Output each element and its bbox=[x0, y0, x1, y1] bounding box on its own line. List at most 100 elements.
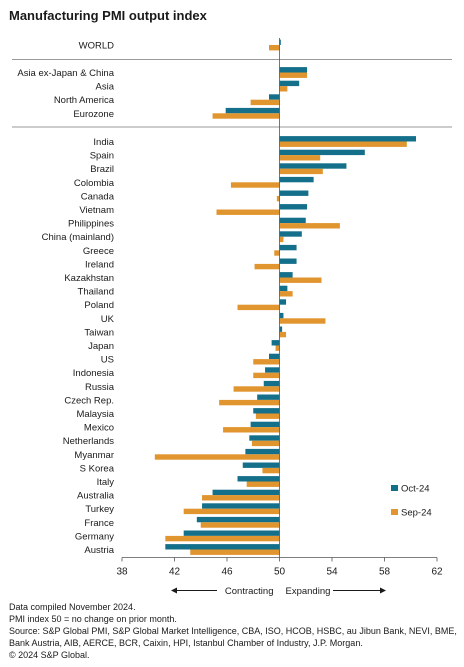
category-label-asia: Asia bbox=[96, 82, 115, 93]
category-label-uk: UK bbox=[101, 314, 115, 325]
x-tick-label-58: 58 bbox=[379, 567, 391, 578]
bar-sep-ireland bbox=[254, 263, 280, 270]
category-label-north-america: North America bbox=[54, 95, 115, 106]
bar-oct-greece bbox=[279, 244, 297, 251]
bar-sep-india bbox=[279, 141, 407, 147]
bar-sep-uk bbox=[279, 318, 326, 324]
bar-sep-russia bbox=[233, 386, 280, 392]
x-tick-label-38: 38 bbox=[116, 567, 128, 578]
category-label-world: WORLD bbox=[79, 41, 115, 52]
bar-sep-china-mainland bbox=[279, 236, 284, 243]
bar-sep-thailand bbox=[279, 291, 293, 297]
category-label-turkey: Turkey bbox=[85, 504, 114, 515]
bar-oct-netherlands bbox=[249, 435, 280, 441]
bar-sep-brazil bbox=[279, 168, 323, 175]
expanding-arrowhead bbox=[380, 587, 386, 594]
x-tick-label-62: 62 bbox=[431, 567, 443, 578]
bar-sep-turkey bbox=[183, 508, 280, 515]
bar-sep-vietnam bbox=[216, 209, 280, 215]
bar-oct-asia-ex-japan-china bbox=[279, 67, 308, 73]
category-label-malaysia: Malaysia bbox=[77, 409, 115, 420]
category-label-india: India bbox=[93, 137, 114, 148]
bar-oct-italy bbox=[237, 476, 280, 482]
bar-oct-myanmar bbox=[245, 448, 280, 455]
bar-oct-brazil bbox=[279, 163, 347, 169]
bar-oct-eurozone bbox=[225, 107, 280, 114]
contracting-arrowhead bbox=[171, 587, 177, 594]
category-label-japan: Japan bbox=[88, 341, 114, 352]
category-label-asia-ex-japan-china: Asia ex-Japan & China bbox=[17, 68, 114, 79]
bar-sep-eurozone bbox=[212, 113, 280, 119]
bar-oct-france bbox=[196, 516, 280, 523]
category-label-mexico: Mexico bbox=[84, 423, 114, 434]
category-label-china-mainland: China (mainland) bbox=[42, 232, 114, 243]
category-label-australia: Australia bbox=[77, 491, 115, 502]
bar-oct-thailand bbox=[279, 285, 288, 292]
bar-sep-czech-rep bbox=[219, 399, 280, 406]
bar-oct-indonesia bbox=[265, 367, 280, 373]
category-label-spain: Spain bbox=[90, 151, 114, 162]
bar-oct-germany bbox=[183, 530, 280, 536]
category-label-philippines: Philippines bbox=[68, 219, 114, 230]
bar-sep-japan bbox=[275, 345, 280, 351]
bar-sep-world bbox=[269, 45, 280, 51]
legend-label-oct-24: Oct-24 bbox=[401, 484, 430, 495]
bar-oct-poland bbox=[279, 299, 287, 305]
bar-sep-myanmar bbox=[154, 454, 280, 460]
category-label-colombia: Colombia bbox=[74, 178, 115, 189]
category-label-canada: Canada bbox=[81, 191, 115, 202]
bar-sep-netherlands bbox=[251, 440, 280, 447]
bar-oct-australia bbox=[212, 489, 280, 496]
bar-sep-malaysia bbox=[255, 413, 280, 419]
bar-oct-austria bbox=[165, 544, 280, 550]
category-label-us: US bbox=[101, 355, 114, 366]
annotation-contracting: Contracting bbox=[225, 586, 274, 597]
category-label-s-korea: S Korea bbox=[80, 463, 115, 474]
bar-oct-ireland bbox=[279, 258, 297, 264]
bar-oct-north-america bbox=[269, 94, 280, 100]
category-label-austria: Austria bbox=[84, 545, 114, 556]
bar-oct-turkey bbox=[202, 503, 280, 509]
bar-oct-philippines bbox=[279, 217, 306, 224]
bar-sep-austria bbox=[190, 549, 280, 555]
bar-sep-kazakhstan bbox=[279, 277, 322, 283]
bar-sep-indonesia bbox=[253, 372, 280, 379]
footer-notes: Data compiled November 2024. PMI index 5… bbox=[9, 601, 457, 625]
bar-oct-russia bbox=[263, 380, 280, 387]
chart-title: Manufacturing PMI output index bbox=[9, 8, 207, 23]
bar-sep-italy bbox=[246, 481, 280, 487]
bar-oct-taiwan bbox=[279, 326, 283, 332]
bar-oct-japan bbox=[271, 340, 280, 346]
bar-oct-mexico bbox=[250, 421, 280, 428]
footer-copyright: © 2024 S&P Global. bbox=[9, 650, 90, 660]
bar-sep-australia bbox=[202, 495, 280, 501]
x-tick-label-42: 42 bbox=[169, 567, 181, 578]
category-label-eurozone: Eurozone bbox=[73, 109, 114, 120]
category-label-brazil: Brazil bbox=[90, 164, 114, 175]
bar-sep-us bbox=[253, 359, 280, 365]
category-label-russia: Russia bbox=[85, 382, 115, 393]
category-label-thailand: Thailand bbox=[78, 287, 114, 298]
bar-sep-philippines bbox=[279, 223, 340, 229]
x-tick-label-50: 50 bbox=[274, 567, 286, 578]
x-tick-label-54: 54 bbox=[326, 567, 338, 578]
category-label-ireland: Ireland bbox=[85, 259, 114, 270]
bar-sep-poland bbox=[237, 304, 280, 311]
bar-oct-colombia bbox=[279, 176, 314, 183]
category-label-italy: Italy bbox=[97, 477, 115, 488]
bar-oct-kazakhstan bbox=[279, 272, 293, 278]
bar-sep-greece bbox=[274, 250, 280, 256]
bar-sep-s-korea bbox=[262, 467, 280, 474]
bar-oct-asia bbox=[279, 80, 300, 87]
bar-sep-colombia bbox=[230, 182, 280, 188]
category-label-france: France bbox=[84, 518, 114, 529]
annotation-expanding: Expanding bbox=[286, 586, 331, 597]
bar-oct-world bbox=[279, 39, 281, 45]
bar-sep-asia-ex-japan-china bbox=[279, 72, 308, 78]
bar-sep-asia bbox=[279, 86, 288, 92]
category-label-indonesia: Indonesia bbox=[73, 368, 115, 379]
x-tick-label-46: 46 bbox=[221, 567, 233, 578]
footer-note-index: PMI index 50 = no change on prior month. bbox=[9, 614, 177, 624]
bar-sep-canada bbox=[276, 195, 280, 202]
legend-label-sep-24: Sep-24 bbox=[401, 508, 432, 519]
